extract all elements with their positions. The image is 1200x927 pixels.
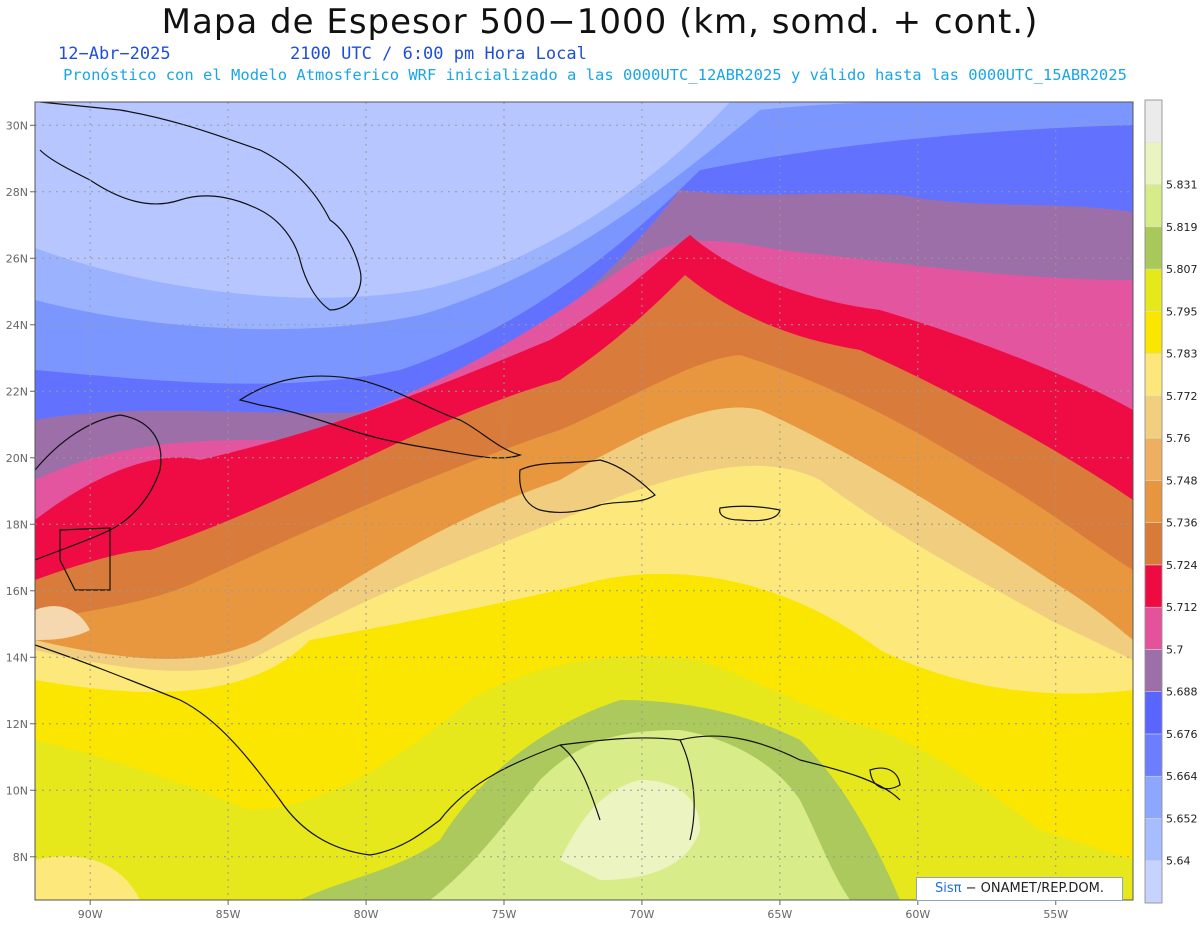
colorbar-level-label: 5.724 bbox=[1166, 559, 1198, 572]
colorbar: 5.64 5.652 5.664 5.676 5.688 5.7 5.712 5.724 5.7… bbox=[1144, 99, 1198, 904]
forecast-date: 12−Abr−2025 bbox=[58, 44, 171, 64]
lat-tick-label: 30N bbox=[6, 119, 28, 132]
venezuela-coast bbox=[559, 739, 695, 841]
colorbar-swatch bbox=[1144, 860, 1163, 904]
colorbar-swatch bbox=[1144, 775, 1163, 819]
colorbar-level-label: 5.831 bbox=[1166, 179, 1198, 192]
colorbar-swatch bbox=[1144, 311, 1163, 354]
lon-tick-label: 70W bbox=[629, 908, 654, 921]
colorbar-level-label: 5.819 bbox=[1166, 221, 1198, 234]
colorbar-swatch bbox=[1144, 395, 1163, 439]
belize-border bbox=[59, 527, 111, 591]
colorbar-frame bbox=[1144, 99, 1163, 904]
colorbar-level-label: 5.688 bbox=[1166, 686, 1198, 699]
colorbar-swatch bbox=[1144, 226, 1163, 270]
latitude-labels: 8N 10N 12N 14N 16N 18N 20N 22N 24N 26N 28N 30N bbox=[6, 119, 35, 864]
credit-text: − ONAMET/REP.DOM. bbox=[961, 881, 1104, 896]
coastlines bbox=[35, 102, 901, 856]
lat-tick-label: 16N bbox=[6, 585, 28, 598]
colorbar-swatch bbox=[1144, 437, 1163, 481]
lat-tick-label: 8N bbox=[13, 851, 28, 864]
lat-tick-label: 10N bbox=[6, 784, 28, 797]
colorbar-swatch bbox=[1144, 564, 1163, 608]
map-title: Mapa de Espesor 500−1000 (km, somd. + co… bbox=[161, 2, 1039, 42]
colorbar-swatch bbox=[1144, 268, 1163, 312]
colorbar-level-label: 5.664 bbox=[1166, 770, 1198, 783]
colorbar-level-label: 5.783 bbox=[1166, 348, 1198, 361]
colorbar-swatch bbox=[1144, 142, 1163, 185]
lat-tick-label: 26N bbox=[6, 252, 28, 265]
lat-lon-grid bbox=[35, 102, 1133, 900]
trinidad-coast bbox=[869, 767, 901, 790]
colorbar-level-label: 5.795 bbox=[1166, 305, 1198, 318]
lat-tick-label: 12N bbox=[6, 718, 28, 731]
colorbar-level-label: 5.748 bbox=[1166, 474, 1198, 487]
cuba-coast bbox=[238, 375, 523, 459]
colorbar-level-label: 5.64 bbox=[1166, 855, 1191, 868]
lat-tick-label: 22N bbox=[6, 385, 28, 398]
lon-tick-label: 80W bbox=[354, 908, 379, 921]
colorbar-level-label: 5.807 bbox=[1166, 263, 1198, 276]
lat-tick-label: 18N bbox=[6, 518, 28, 531]
lon-tick-label: 75W bbox=[492, 908, 517, 921]
hispaniola-coast bbox=[519, 459, 656, 514]
colorbar-swatch bbox=[1144, 480, 1163, 523]
central-america-coast bbox=[35, 644, 901, 856]
lat-tick-label: 24N bbox=[6, 319, 28, 332]
lon-tick-label: 55W bbox=[1043, 908, 1068, 921]
lat-tick-label: 14N bbox=[6, 651, 28, 664]
lon-tick-label: 90W bbox=[78, 908, 103, 921]
lon-tick-label: 60W bbox=[905, 908, 930, 921]
colorbar-swatch bbox=[1144, 733, 1163, 777]
model-description: Pronóstico con el Modelo Atmosferico WRF… bbox=[63, 66, 1127, 84]
colorbar-swatch bbox=[1144, 522, 1163, 566]
sispi-logo: Sisπ bbox=[934, 881, 962, 896]
credit-box: Sisπ − ONAMET/REP.DOM. bbox=[916, 877, 1123, 901]
longitude-labels: 90W 85W 80W 75W 70W 65W 60W 55W bbox=[78, 900, 1068, 921]
colorbar-swatch bbox=[1144, 649, 1163, 692]
lon-tick-label: 85W bbox=[216, 908, 241, 921]
colorbar-swatch bbox=[1144, 353, 1163, 397]
colorbar-level-label: 5.76 bbox=[1166, 432, 1191, 445]
colorbar-swatch bbox=[1144, 818, 1163, 861]
colorbar-swatch bbox=[1144, 691, 1163, 735]
lat-tick-label: 20N bbox=[6, 452, 28, 465]
florida-coast bbox=[39, 102, 362, 311]
colorbar-swatch bbox=[1144, 184, 1163, 228]
forecast-time: 2100 UTC / 6:00 pm Hora Local bbox=[290, 44, 587, 64]
yucatan-coast bbox=[35, 414, 162, 561]
colorbar-level-label: 5.736 bbox=[1166, 517, 1198, 530]
colorbar-level-label: 5.676 bbox=[1166, 728, 1198, 741]
colorbar-level-label: 5.772 bbox=[1166, 390, 1198, 403]
thickness-field bbox=[35, 102, 1133, 900]
lon-tick-label: 65W bbox=[767, 908, 792, 921]
map-frame bbox=[34, 101, 1134, 901]
puerto-rico-coast bbox=[719, 505, 781, 522]
colorbar-level-label: 5.652 bbox=[1166, 812, 1198, 825]
colorbar-swatch bbox=[1144, 99, 1163, 143]
lat-tick-label: 28N bbox=[6, 186, 28, 199]
colorbar-swatch bbox=[1144, 606, 1163, 650]
colorbar-level-label: 5.7 bbox=[1166, 643, 1184, 656]
colorbar-level-label: 5.712 bbox=[1166, 601, 1198, 614]
